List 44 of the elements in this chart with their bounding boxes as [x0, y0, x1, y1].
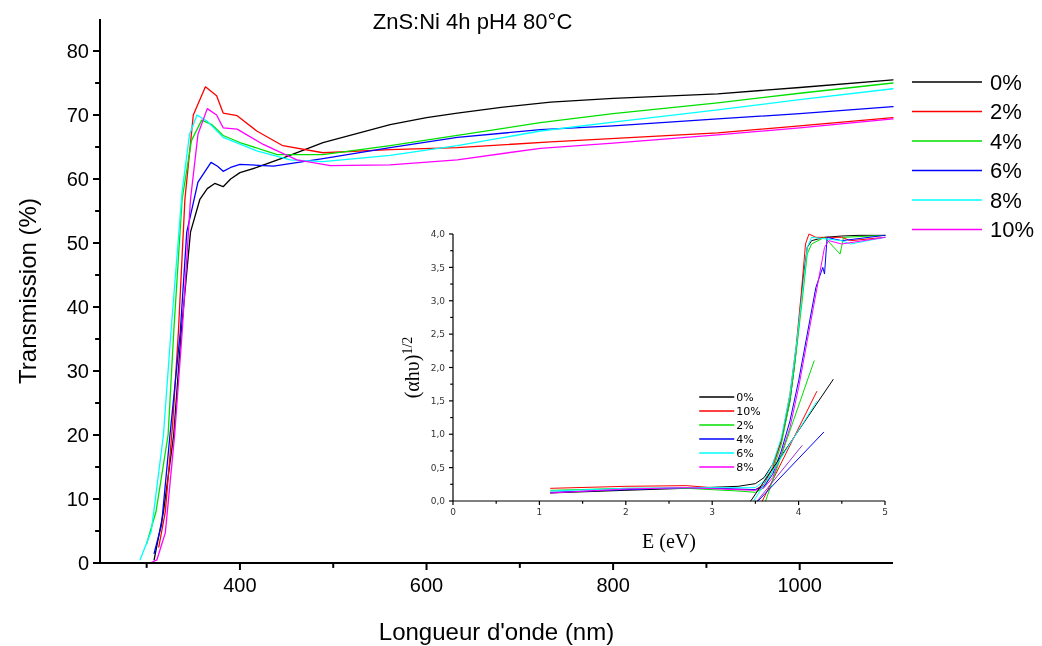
- y-tick-label: 60: [66, 168, 89, 190]
- x-tick-label: 4: [795, 506, 802, 517]
- y-tick-label: 3,0: [430, 295, 446, 306]
- y-tick-label: 1,0: [430, 429, 446, 440]
- x-axis-title: Longueur d'onde (nm): [378, 618, 615, 645]
- x-tick-label: 400: [223, 574, 257, 596]
- x-tick-label: 3: [709, 506, 716, 517]
- y-tick-label: 1,5: [430, 396, 445, 407]
- legend-label: 10%: [990, 217, 1035, 243]
- y-tick-label: 2,0: [430, 362, 446, 373]
- x-tick-label: 1: [536, 506, 543, 517]
- y-tick-label: 0,0: [430, 496, 446, 507]
- y-tick-label: 20: [66, 424, 89, 446]
- y-tick-label: 70: [66, 104, 89, 126]
- legend-label: 8%: [736, 460, 754, 474]
- y-axis-title: Transmission (%): [14, 198, 42, 384]
- legend-label: 2%: [736, 418, 754, 432]
- x-tick-label: 600: [409, 574, 444, 596]
- y-tick-label: 80: [66, 40, 89, 62]
- y-tick-label: 40: [66, 296, 89, 318]
- x-tick-label: 800: [596, 574, 630, 596]
- y-tick-label: 0: [77, 552, 89, 574]
- x-axis-title: E (eV): [642, 530, 696, 553]
- y-tick-label: 3,5: [430, 262, 445, 273]
- y-tick-label: 2,5: [430, 329, 445, 340]
- x-tick-label: 2: [622, 506, 629, 517]
- y-tick-label: 4,0: [430, 229, 446, 240]
- legend-label: 2%: [990, 99, 1022, 125]
- legend-label: 0%: [736, 390, 754, 404]
- legend-label: 8%: [990, 187, 1022, 213]
- legend-label: 4%: [736, 432, 754, 446]
- legend-label: 4%: [990, 128, 1022, 154]
- legend-label: 6%: [990, 158, 1022, 184]
- x-tick-label: 5: [882, 506, 888, 517]
- legend-label: 6%: [736, 446, 754, 460]
- y-tick-label: 0,5: [430, 462, 445, 473]
- y-tick-label: 30: [66, 360, 89, 382]
- chart-title: ZnS:Ni 4h pH4 80°C: [372, 9, 573, 34]
- y-tick-label: 50: [66, 232, 89, 254]
- legend-label: 10%: [736, 404, 761, 418]
- x-tick-label: 0: [450, 506, 457, 517]
- x-tick-label: 1000: [777, 574, 822, 596]
- legend-label: 0%: [990, 69, 1022, 95]
- y-tick-label: 10: [66, 488, 89, 510]
